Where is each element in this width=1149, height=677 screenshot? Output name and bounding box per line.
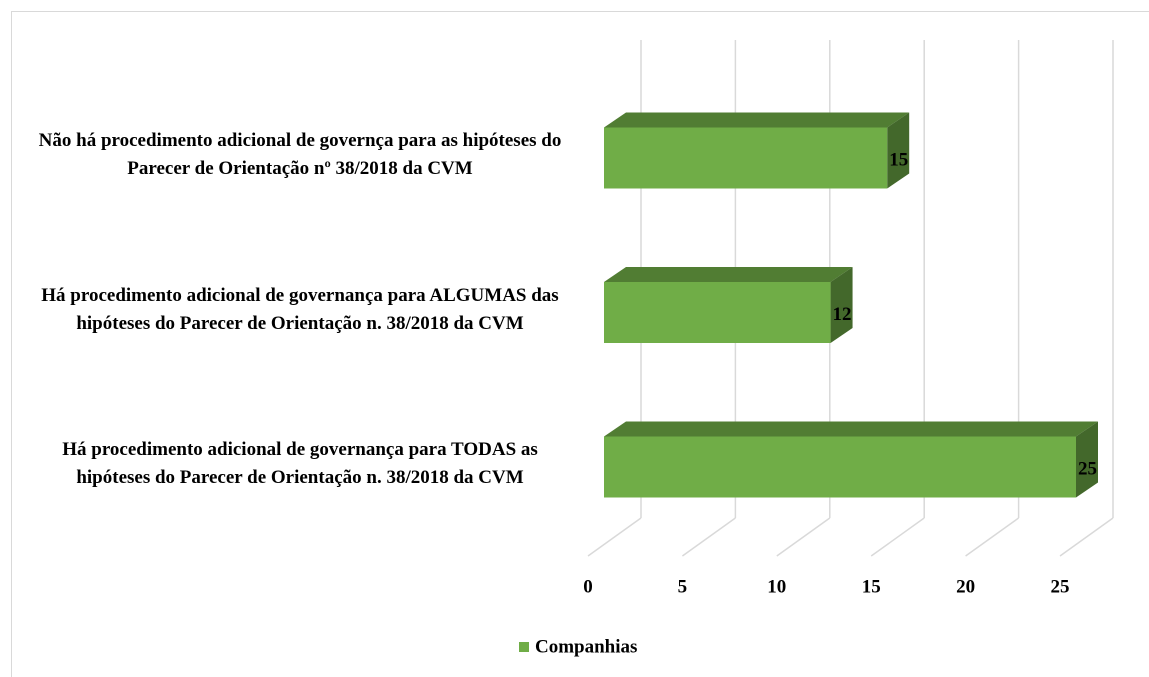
x-tick-label: 25 (1051, 576, 1070, 597)
value-label: 15 (889, 149, 908, 170)
bar-side (1076, 421, 1098, 498)
floor-line (587, 517, 642, 557)
category-label: Não há procedimento adicional de governç… (38, 130, 562, 179)
category-label: Há procedimento adicional de governança … (62, 439, 538, 488)
bar-side (887, 112, 910, 189)
floor-line (776, 517, 831, 557)
bar-top (604, 112, 910, 128)
floor-line (870, 517, 925, 557)
x-tick-label: 20 (956, 576, 975, 597)
bar-side (830, 267, 853, 343)
bar-front (604, 127, 888, 189)
x-tick-label: 15 (862, 576, 881, 597)
floor-line (681, 517, 736, 557)
floor-line (1059, 517, 1114, 557)
value-label: 25 (1078, 458, 1097, 479)
bar (604, 112, 910, 189)
bar-top (604, 267, 853, 282)
x-tick-label: 0 (583, 576, 593, 597)
chart-border (11, 11, 1149, 677)
floor-line (965, 517, 1020, 557)
x-tick-label: 10 (767, 576, 786, 597)
legend-swatch (519, 642, 529, 652)
bar-front (604, 436, 1076, 498)
legend-label: Companhias (535, 636, 637, 657)
bar (604, 267, 853, 343)
bar-front (604, 282, 831, 343)
bar (604, 421, 1098, 498)
x-tick-label: 5 (678, 576, 688, 597)
value-label: 12 (833, 304, 852, 325)
bar-top (604, 421, 1098, 437)
category-label: Há procedimento adicional de governança … (41, 284, 559, 334)
